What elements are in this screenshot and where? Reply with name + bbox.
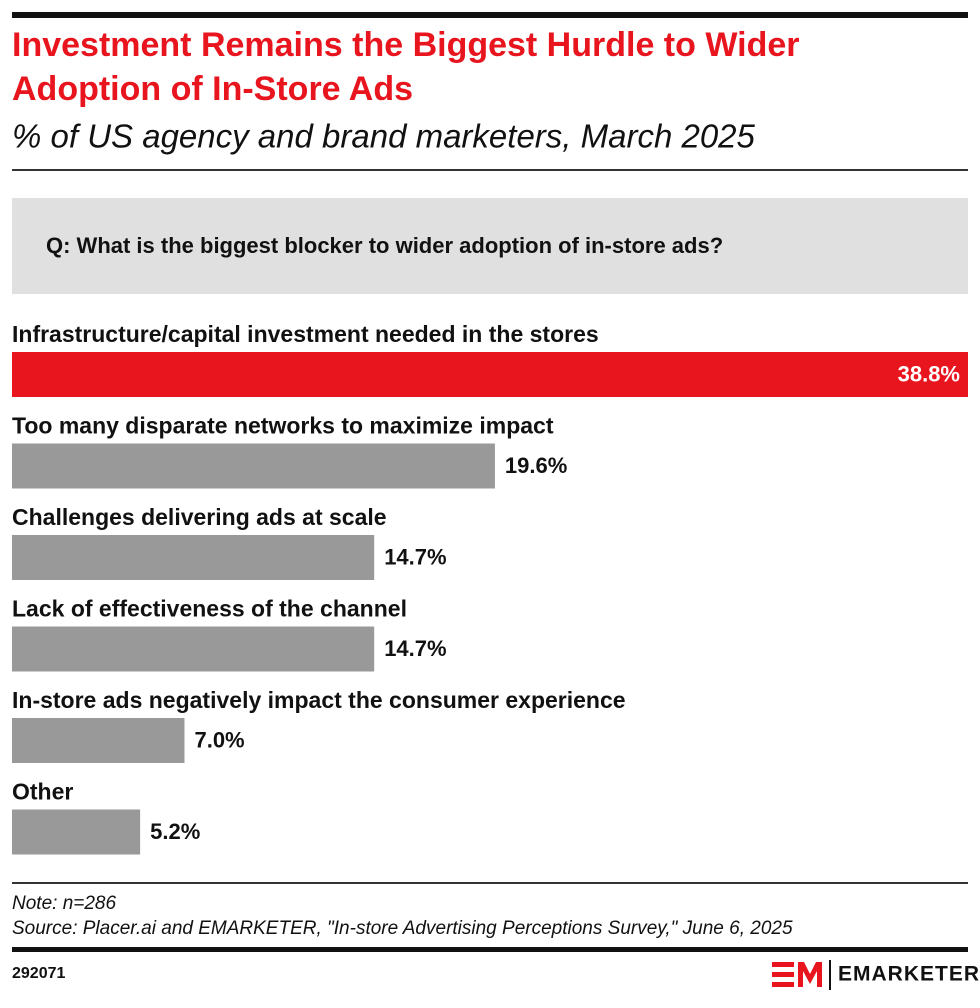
category-label: Infrastructure/capital investment needed… [12, 321, 599, 347]
category-label: Too many disparate networks to maximize … [12, 413, 554, 439]
rule [12, 169, 968, 171]
category-label: Other [12, 779, 73, 805]
note: Note: n=286 [12, 893, 116, 914]
logo-mark [798, 962, 822, 987]
bar [12, 809, 141, 855]
value-label: 7.0% [194, 727, 244, 752]
top-rule [12, 12, 968, 18]
logo-mark [772, 972, 794, 977]
question: Q: What is the biggest blocker to wider … [46, 233, 723, 258]
value-label: 5.2% [150, 819, 200, 844]
value-label: 38.8% [898, 361, 960, 386]
category-label: Challenges delivering ads at scale [12, 504, 387, 530]
value-label: 19.6% [505, 453, 567, 478]
value-label: 14.7% [384, 636, 446, 661]
bottom-rule [12, 947, 968, 952]
category-label: In-store ads negatively impact the consu… [12, 687, 626, 713]
bar [12, 626, 375, 672]
rule [12, 882, 968, 884]
chart-id: 292071 [12, 965, 65, 982]
chart-title: Investment Remains the Biggest Hurdle to… [12, 26, 800, 108]
chart-subtitle: % of US agency and brand marketers, Marc… [12, 118, 756, 155]
logo-mark [772, 982, 794, 987]
brand: EMARKETER [838, 963, 980, 986]
category-label: Lack of effectiveness of the channel [12, 596, 407, 622]
value-label: 14.7% [384, 544, 446, 569]
bar [12, 443, 495, 489]
logo-divider [829, 960, 831, 990]
bar [12, 352, 968, 397]
question-box [12, 198, 968, 294]
bar [12, 718, 185, 763]
logo: EMARKETER [772, 960, 980, 990]
source: Source: Placer.ai and EMARKETER, "In-sto… [12, 918, 793, 939]
bar [12, 535, 375, 580]
logo-mark [772, 962, 794, 967]
